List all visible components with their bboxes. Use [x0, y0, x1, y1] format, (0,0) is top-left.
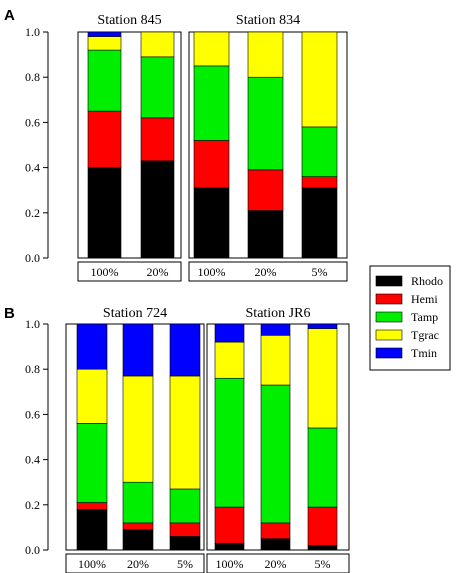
bar-segment-tgrac: [87, 36, 122, 51]
y-tick-label: 0.6: [25, 115, 40, 129]
x-label-box: [206, 553, 350, 573]
bar-segment-hemi: [87, 110, 122, 168]
y-tick-label: 0.0: [25, 543, 40, 557]
bar-segment-rhodo: [169, 536, 201, 551]
bar-segment-tamp: [87, 49, 122, 112]
x-tick-label: 100%: [91, 265, 119, 279]
legend-label: Hemi: [411, 292, 438, 306]
bar-segment-tgrac: [140, 31, 175, 58]
legend-swatch: [375, 311, 403, 323]
y-tick-label: 0.8: [25, 70, 40, 84]
legend-label: Tgrac: [411, 328, 439, 342]
y-tick-label: 0.4: [25, 161, 40, 175]
bar-segment-tmin: [122, 323, 154, 377]
x-tick-label: 20%: [255, 265, 277, 279]
bar-segment-tamp: [140, 56, 175, 119]
station-title: Station 845: [97, 13, 161, 28]
x-tick-label: 100%: [216, 557, 244, 571]
bar-segment-rhodo: [87, 167, 122, 259]
bar-segment-tmin: [76, 323, 108, 370]
bar-segment-hemi: [260, 522, 291, 540]
legend-swatch: [375, 275, 403, 287]
y-tick-label: 0.2: [25, 206, 40, 220]
bar-segment-tamp: [307, 427, 338, 508]
bar-segment-tamp: [193, 65, 230, 141]
bar-segment-hemi: [307, 506, 338, 546]
bar-segment-tgrac: [301, 31, 338, 128]
bar-segment-tamp: [122, 481, 154, 524]
bar-segment-tgrac: [193, 31, 230, 67]
bar-segment-rhodo: [214, 542, 245, 551]
bar-segment-tmin: [169, 323, 201, 377]
bar-segment-tmin: [307, 323, 338, 329]
bar-segment-tamp: [260, 384, 291, 524]
station-box: [77, 31, 182, 259]
bar-segment-hemi: [193, 140, 230, 189]
y-tick-label: 0.4: [25, 453, 40, 467]
bar-segment-tgrac: [169, 375, 201, 490]
panel-letter: B: [4, 305, 15, 322]
x-tick-label: 5%: [177, 557, 193, 571]
y-tick-label: 0.0: [25, 251, 40, 265]
bar-segment-rhodo: [301, 187, 338, 259]
station-title: Station 834: [236, 13, 300, 28]
legend-label: Tmin: [411, 346, 437, 360]
bar-segment-tgrac: [76, 368, 108, 424]
bar-segment-rhodo: [193, 187, 230, 259]
legend: Rhodo Hemi Tamp Tgrac Tmin: [369, 265, 451, 371]
bar-segment-hemi: [214, 506, 245, 544]
x-tick-label: 5%: [315, 557, 331, 571]
bar-segment-tmin: [214, 323, 245, 343]
bar-segment-rhodo: [76, 509, 108, 551]
bar-segment-hemi: [169, 522, 201, 537]
x-tick-label: 100%: [198, 265, 226, 279]
legend-label: Rhodo: [411, 274, 443, 288]
bar-segment-hemi: [301, 176, 338, 189]
legend-swatch: [375, 293, 403, 305]
bar-segment-tmin: [87, 31, 122, 37]
bar-segment-tgrac: [214, 341, 245, 379]
bar-segment-tamp: [76, 423, 108, 503]
bar-segment-tamp: [169, 488, 201, 524]
legend-swatch: [375, 347, 403, 359]
x-tick-label: 100%: [78, 557, 106, 571]
bar-segment-rhodo: [140, 160, 175, 259]
bar-segment-tmin: [260, 323, 291, 336]
bar-segment-tgrac: [122, 375, 154, 483]
x-tick-label: 20%: [265, 557, 287, 571]
bar-segment-rhodo: [307, 545, 338, 551]
y-tick-label: 1.0: [25, 25, 40, 39]
panel-letter: A: [4, 7, 15, 24]
bar-segment-tamp: [214, 377, 245, 508]
y-tick-label: 0.6: [25, 407, 40, 421]
y-tick-label: 1.0: [25, 317, 40, 331]
bar-segment-tgrac: [247, 31, 284, 78]
station-title: Station JR6: [246, 306, 311, 321]
bar-segment-hemi: [122, 522, 154, 530]
legend-label: Tamp: [411, 310, 438, 324]
x-tick-label: 20%: [127, 557, 149, 571]
panel-a: A 0.0 0.2 0.4 0.6 0.8 1.0 Station 845 100% 20% Sta…: [4, 7, 348, 282]
bar-segment-tamp: [301, 126, 338, 177]
station-title: Station 724: [103, 306, 167, 321]
bar-segment-hemi: [140, 117, 175, 162]
x-label-box: [188, 261, 348, 282]
x-label-box: [65, 553, 205, 573]
bar-segment-hemi: [247, 169, 284, 211]
bar-segment-rhodo: [122, 529, 154, 551]
panel-b: B 0.0 0.2 0.4 0.6 0.8 1.0 Station 724 100% 20% 5% S…: [4, 305, 350, 573]
bar-segment-tgrac: [260, 334, 291, 386]
bar-segment-tamp: [247, 76, 284, 171]
bar-segment-hemi: [76, 502, 108, 510]
x-tick-label: 20%: [147, 265, 169, 279]
x-label-box: [77, 261, 182, 282]
x-tick-label: 5%: [312, 265, 328, 279]
y-tick-label: 0.8: [25, 362, 40, 376]
bar-segment-rhodo: [247, 210, 284, 259]
legend-swatch: [375, 329, 403, 341]
bar-segment-rhodo: [260, 538, 291, 551]
y-tick-label: 0.2: [25, 498, 40, 512]
bar-segment-tgrac: [307, 328, 338, 429]
